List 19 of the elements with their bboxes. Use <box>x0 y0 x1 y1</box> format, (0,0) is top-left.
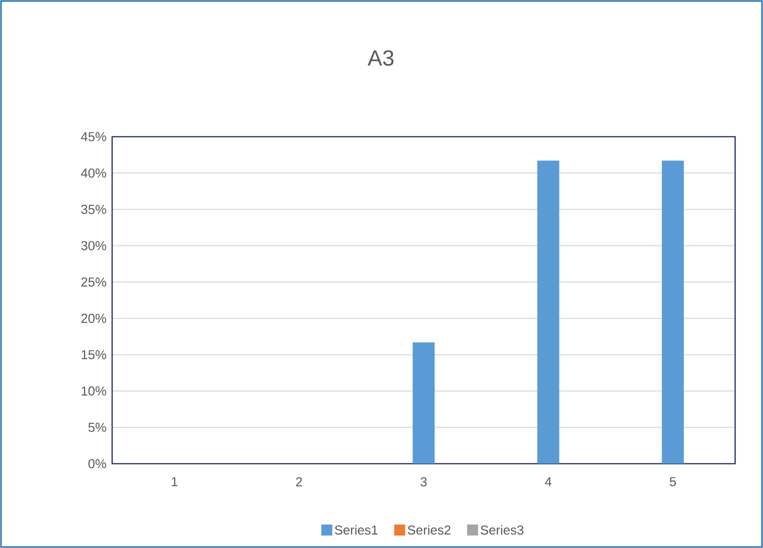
x-tick-label: 1 <box>172 477 178 486</box>
x-tick-label: 2 <box>296 477 302 486</box>
legend-label: Series2 <box>408 525 450 535</box>
y-tick-label: 35% <box>81 204 106 214</box>
chart-title: A3 <box>368 50 394 66</box>
x-tick-label: 5 <box>670 477 676 486</box>
y-tick-label: 25% <box>81 277 106 287</box>
legend-label: Series3 <box>480 525 524 535</box>
y-tick-label: 10% <box>82 386 106 396</box>
x-tick-label: 3 <box>420 477 427 486</box>
y-tick-label: 40% <box>81 168 106 178</box>
y-tick-label: 30% <box>81 241 106 250</box>
x-tick-label: 4 <box>544 477 552 486</box>
legend-label: Series1 <box>334 525 378 535</box>
y-tick-label: 0% <box>88 459 106 468</box>
y-tick-label: 45% <box>81 132 106 142</box>
y-tick-label: 15% <box>82 350 106 360</box>
y-tick-label: 20% <box>81 314 106 323</box>
y-tick-label: 5% <box>88 422 106 432</box>
